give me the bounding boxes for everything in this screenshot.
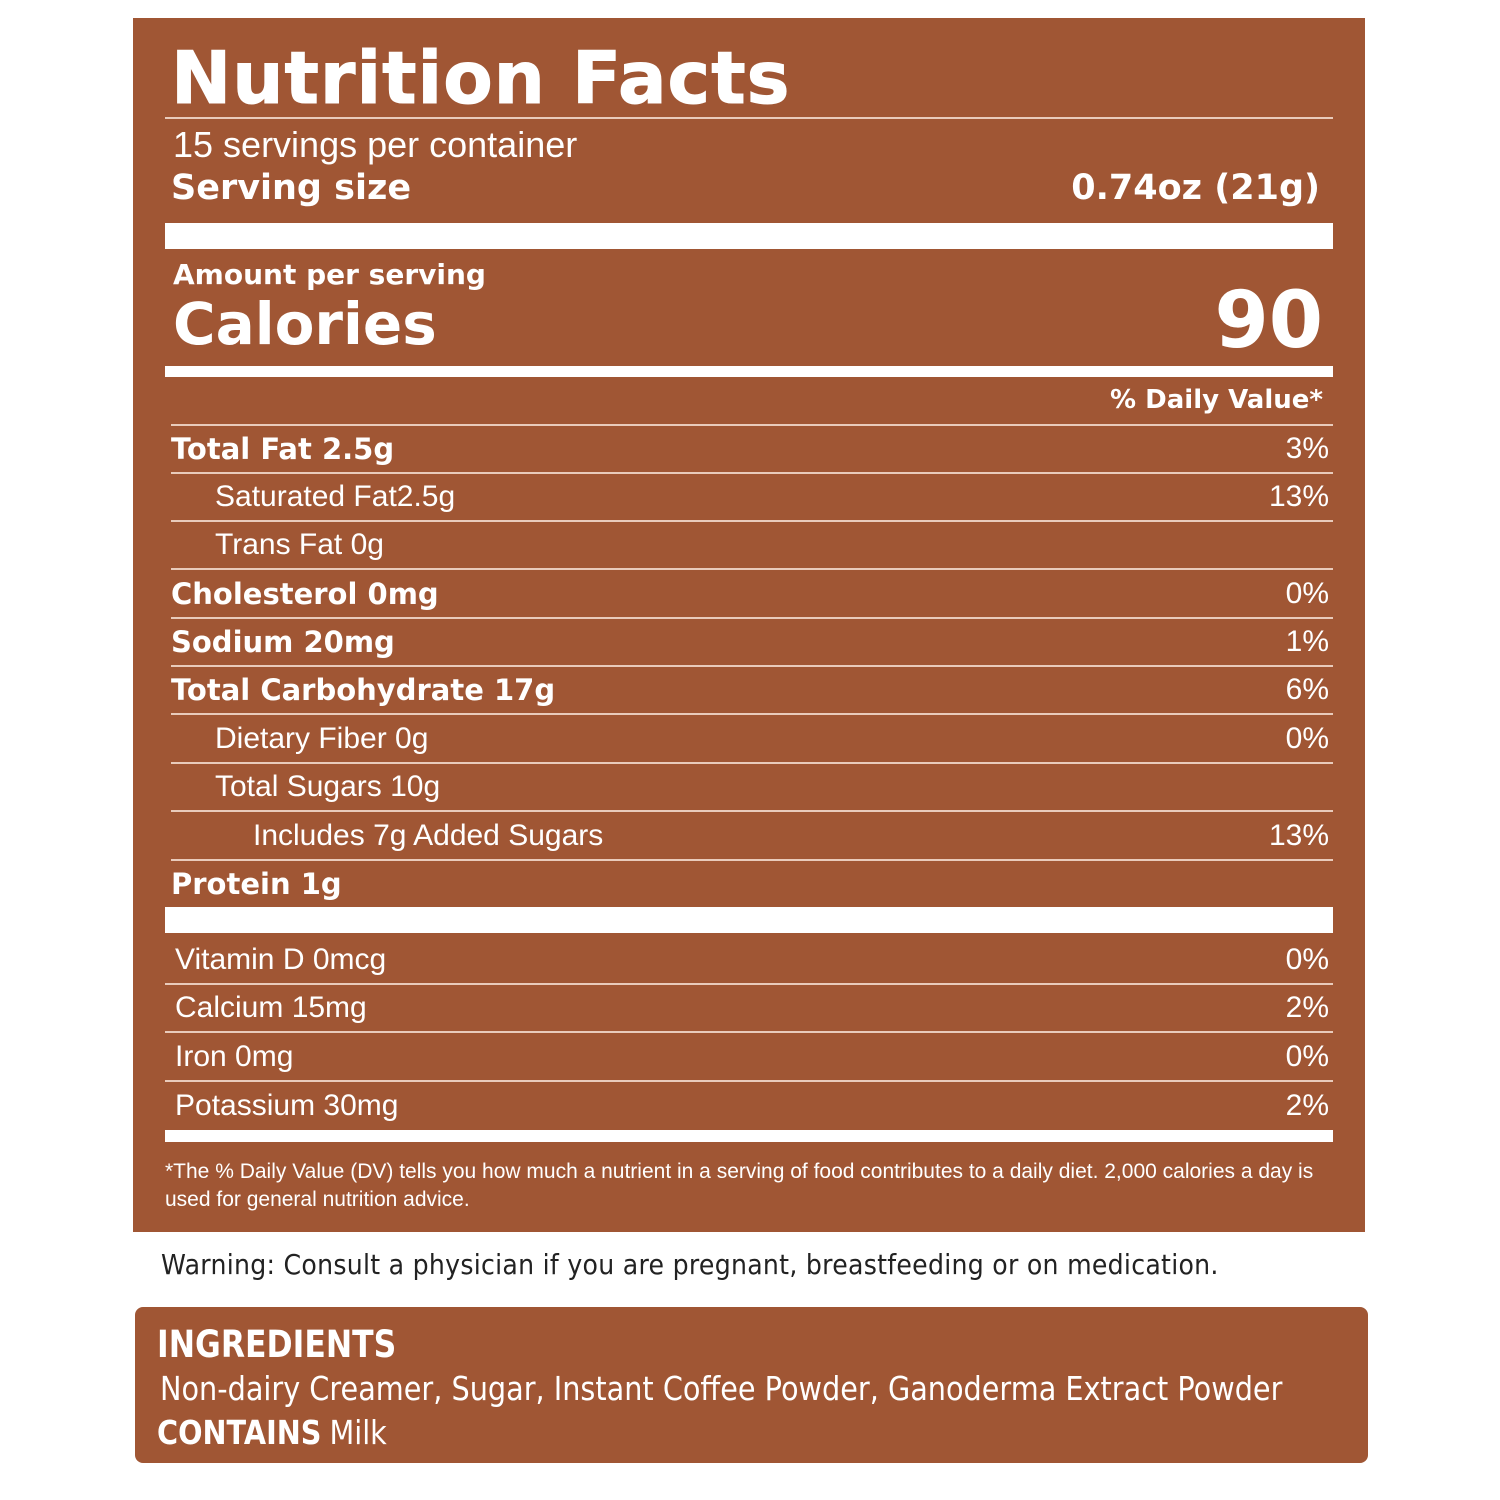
nutrient-row: Trans Fat 0g (171, 522, 1333, 570)
nutrient-name: Saturated Fat2.5g (215, 480, 456, 513)
vitamin-dv: 2% (1285, 1089, 1329, 1122)
vitamin-name: Vitamin D 0mcg (175, 943, 387, 976)
nutrient-name: Total Sugars 10g (215, 770, 441, 803)
thick-divider (165, 223, 1333, 249)
thick-divider (165, 907, 1333, 933)
nutrient-dv: 6% (1285, 673, 1329, 706)
medium-divider (165, 1130, 1333, 1142)
nutrient-name: Sodium 20mg (171, 625, 395, 659)
vitamin-row: Potassium 30mg 2% (165, 1082, 1333, 1130)
nutrient-row: Cholesterol 0mg 0% (171, 571, 1333, 619)
vitamin-row: Vitamin D 0mcg 0% (165, 937, 1333, 985)
vitamin-row: Calcium 15mg 2% (165, 985, 1333, 1033)
calories-value: 90 (1214, 276, 1323, 366)
nutrient-name: Includes 7g Added Sugars (253, 819, 604, 852)
nutrient-name: Cholesterol 0mg (171, 577, 439, 611)
vitamin-dv: 0% (1285, 1040, 1329, 1073)
nutrient-name: Dietary Fiber 0g (215, 722, 429, 755)
contains-label: CONTAINS (157, 1413, 322, 1452)
medium-divider (165, 366, 1333, 377)
serving-size-label: Serving size (171, 168, 412, 208)
nutrient-name: Total Fat 2.5g (171, 432, 395, 466)
nutrient-row: Includes 7g Added Sugars 13% (171, 813, 1333, 861)
divider (165, 117, 1333, 119)
contains-value: Milk (329, 1413, 387, 1452)
allergen-statement: CONTAINS Milk (157, 1413, 387, 1452)
nutrient-dv: 13% (1268, 480, 1329, 513)
label-title: Nutrition Facts (171, 36, 791, 121)
vitamin-dv: 0% (1285, 943, 1329, 976)
nutrient-name: Total Carbohydrate 17g (171, 673, 556, 707)
daily-value-header: % Daily Value* (1110, 385, 1323, 415)
nutrient-row: Total Fat 2.5g 3% (171, 426, 1333, 474)
amount-per-serving: Amount per serving (173, 258, 486, 291)
nutrient-dv: 1% (1285, 625, 1329, 658)
ingredients-title: INGREDIENTS (157, 1323, 397, 1366)
vitamin-name: Iron 0mg (175, 1040, 294, 1073)
nutrient-dv: 3% (1285, 432, 1329, 465)
nutrient-row: Sodium 20mg 1% (171, 619, 1333, 667)
nutrient-dv: 13% (1268, 819, 1329, 852)
nutrient-row: Protein 1g (171, 861, 1333, 907)
nutrient-row: Dietary Fiber 0g 0% (171, 716, 1333, 764)
nutrient-name: Trans Fat 0g (215, 528, 384, 561)
ingredients-panel: INGREDIENTS Non-dairy Creamer, Sugar, In… (135, 1307, 1368, 1463)
nutrient-row: Total Carbohydrate 17g 6% (171, 667, 1333, 715)
nutrient-row: Saturated Fat2.5g 13% (171, 474, 1333, 522)
daily-value-footnote: *The % Daily Value (DV) tells you how mu… (165, 1160, 1314, 1211)
vitamin-name: Calcium 15mg (175, 991, 367, 1024)
servings-per-container: 15 servings per container (173, 124, 578, 165)
ingredients-list: Non-dairy Creamer, Sugar, Instant Coffee… (160, 1369, 1283, 1408)
serving-size-value: 0.74oz (21g) (1071, 168, 1320, 208)
nutrition-facts-panel: Nutrition Facts 15 servings per containe… (133, 18, 1365, 1232)
nutrient-dv: 0% (1285, 577, 1329, 610)
nutrient-dv: 0% (1285, 722, 1329, 755)
vitamin-row: Iron 0mg 0% (165, 1034, 1333, 1082)
vitamin-name: Potassium 30mg (175, 1089, 399, 1122)
nutrient-name: Protein 1g (171, 867, 342, 901)
calories-label: Calories (173, 290, 437, 358)
divider (171, 424, 1333, 426)
warning-text: Warning: Consult a physician if you are … (161, 1248, 1219, 1281)
nutrient-row: Total Sugars 10g (171, 764, 1333, 812)
vitamin-dv: 2% (1285, 991, 1329, 1024)
